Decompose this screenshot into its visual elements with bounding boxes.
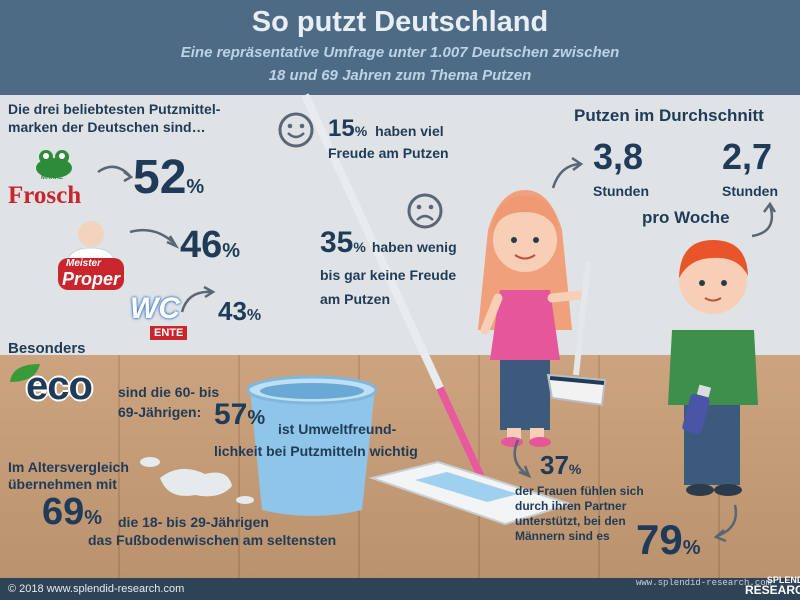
splendid-research-logo: SPLENDID RESEARCH: [745, 575, 800, 597]
smiley-sad-icon: [407, 193, 443, 229]
spray-bottle-icon: [682, 384, 712, 435]
frosch-value: 52: [133, 151, 187, 204]
wc-ente-value: 43: [218, 296, 247, 326]
wc-ente-line-2: ENTE: [150, 326, 188, 340]
age-line-1: Im Altersvergleich: [8, 459, 129, 475]
support-text: der Frauen fühlen sich durch ihren Partn…: [515, 484, 644, 544]
arrow-icon: [97, 156, 777, 543]
woman-figure: [478, 190, 585, 447]
brand-line-2: RESEARCH: [745, 583, 800, 597]
subtitle-line-1: Eine repräsentative Umfrage unter 1.007 …: [180, 44, 620, 61]
joy-happy-unit: %: [354, 123, 368, 139]
age-line-2: übernehmen mit: [8, 476, 117, 492]
meister-proper-line-2: Proper: [62, 269, 121, 289]
average-heading: Putzen im Durchschnitt: [574, 106, 764, 125]
average-women-value: 3,8: [593, 136, 644, 177]
support-text-2: durch ihren Partner: [515, 499, 627, 513]
smiley-happy-icon: [278, 112, 314, 148]
meister-proper-logo: Meister Proper: [52, 218, 130, 293]
page-title: So putzt Deutschland: [251, 6, 549, 38]
wc-ente-unit: %: [246, 307, 262, 324]
eco-desc-1: ist Umweltfreund-: [278, 421, 397, 437]
brand-line-1: SPLENDID: [766, 575, 800, 585]
support-men-stat: 79%: [636, 516, 701, 564]
joy-sad-text-2: bis gar keine Freude: [320, 267, 457, 283]
average-women-unit: Stunden: [593, 183, 649, 199]
age-desc-2: das Fußbodenwischen am seltensten: [88, 532, 337, 548]
meister-proper-value: 46: [180, 224, 223, 266]
header-background: [0, 0, 800, 95]
support-text-1: der Frauen fühlen sich: [515, 484, 644, 498]
footer-bar: [0, 578, 800, 600]
joy-sad-text-3: am Putzen: [320, 291, 391, 307]
support-men-value: 79: [636, 516, 683, 563]
wall-background: [0, 95, 800, 355]
brands-intro-line-1: Die drei beliebtesten Putzmittel-: [8, 101, 221, 117]
joy-happy-text-2: Freude am Putzen: [328, 145, 449, 161]
broom-icon: [546, 261, 607, 407]
age-desc-1: die 18- bis 29-Jährigen: [118, 514, 269, 530]
brands-intro-line-2: marken der Deutschen sind…: [8, 119, 206, 135]
eco-text-1: sind die 60- bis: [118, 384, 220, 400]
joy-happy-stat: 15% haben viel: [328, 115, 444, 143]
support-women-unit: %: [568, 461, 582, 477]
frosch-share: 52%: [133, 150, 204, 205]
frosch-logo-text: Frosch: [8, 182, 82, 209]
footer-watermark: www.splendid-research.com: [636, 578, 772, 588]
support-text-4: Männern sind es: [515, 529, 610, 543]
frosch-logo-small: MARKE: [41, 175, 63, 181]
wc-ente-share: 43%: [218, 296, 261, 327]
joy-sad-stat: 35% haben wenig: [320, 226, 457, 260]
average-per-week: pro Woche: [642, 208, 730, 227]
wc-ente-line-1: WC: [130, 292, 180, 325]
joy-sad-unit: %: [353, 239, 366, 255]
support-men-unit: %: [682, 537, 701, 559]
support-text-3: unterstützt, bei den: [515, 514, 626, 528]
mop-icon: [368, 460, 574, 526]
meister-proper-share: 46%: [180, 224, 240, 267]
frosch-logo: MARKE Frosch: [8, 140, 100, 210]
age-value: 69: [42, 491, 85, 533]
average-men-unit: Stunden: [722, 183, 778, 199]
age-stat: 69%: [42, 491, 102, 534]
joy-sad-text-1: haben wenig: [371, 239, 457, 255]
average-men-value: 2,7: [722, 136, 773, 177]
subtitle-line-2: 18 und 69 Jahren zum Thema Putzen: [268, 67, 532, 84]
eco-unit: %: [247, 407, 266, 429]
eco-stat: 57%: [214, 398, 265, 432]
joy-happy-value: 15: [328, 115, 355, 142]
joy-happy-text-1: haben viel: [375, 123, 444, 139]
eco-text-2: 69-Jährigen:: [118, 404, 202, 420]
eco-label: Besonders: [8, 340, 86, 357]
eco-desc-2: lichkeit bei Putzmitteln wichtig: [214, 443, 418, 459]
wc-ente-logo: WC ENTE: [128, 292, 206, 346]
frosch-unit: %: [186, 176, 205, 198]
support-women-value: 37: [540, 450, 569, 480]
joy-sad-value: 35: [320, 226, 354, 259]
leaf-icon: [10, 364, 40, 382]
age-unit: %: [84, 507, 103, 529]
support-women-stat: 37%: [540, 450, 581, 481]
frog-logo-icon: [36, 150, 72, 178]
man-figure: [668, 240, 758, 496]
floor-background: [0, 355, 800, 585]
meister-proper-line-1: Meister: [66, 258, 102, 269]
eco-logo: eco: [26, 364, 93, 408]
bucket-icon: [246, 375, 378, 516]
meister-proper-unit: %: [222, 240, 241, 262]
footer-copyright: © 2018 www.splendid-research.com: [8, 583, 185, 595]
water-puddle: [160, 468, 232, 497]
eco-value: 57: [214, 398, 248, 431]
